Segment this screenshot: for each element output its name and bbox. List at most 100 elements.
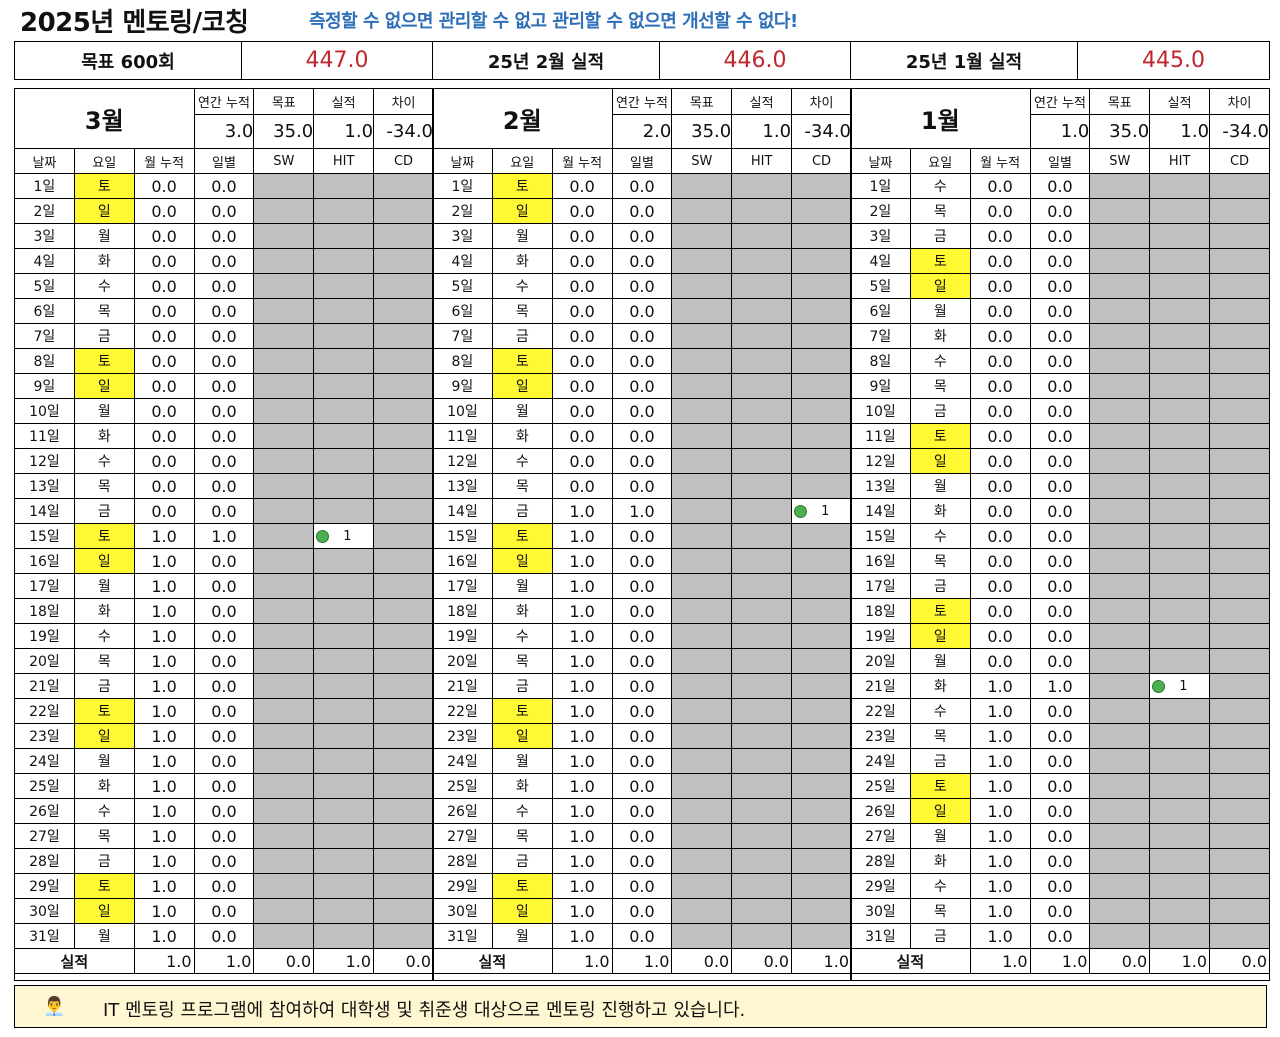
cd-cell[interactable] [791, 423, 852, 449]
daily-cell[interactable]: 0.0 [193, 498, 255, 524]
sw-cell[interactable] [1089, 423, 1151, 449]
sw-cell[interactable] [671, 698, 733, 724]
cd-cell[interactable] [373, 923, 434, 949]
cd-cell[interactable] [791, 273, 852, 299]
cd-cell[interactable] [791, 348, 852, 374]
month-cum-cell[interactable]: 1.0 [133, 523, 195, 549]
daily-cell[interactable]: 0.0 [1029, 173, 1091, 199]
daily-cell[interactable]: 0.0 [611, 873, 673, 899]
hit-cell[interactable] [1149, 298, 1211, 324]
month-cum-cell[interactable]: 1.0 [969, 723, 1031, 749]
sw-cell[interactable] [1089, 273, 1151, 299]
cd-cell[interactable] [373, 523, 434, 549]
cd-cell[interactable] [1209, 323, 1270, 349]
hit-cell[interactable] [1149, 423, 1211, 449]
month-cum-cell[interactable]: 0.0 [969, 598, 1031, 624]
daily-cell[interactable]: 0.0 [611, 848, 673, 874]
month-cum-cell[interactable]: 1.0 [133, 623, 195, 649]
month-cum-cell[interactable]: 0.0 [969, 448, 1031, 474]
month-cum-cell[interactable]: 0.0 [551, 398, 613, 424]
month-cum-cell[interactable]: 0.0 [969, 373, 1031, 399]
month-cum-cell[interactable]: 0.0 [133, 223, 195, 249]
hit-cell[interactable] [731, 823, 793, 849]
month-cum-cell[interactable]: 0.0 [969, 173, 1031, 199]
daily-cell[interactable]: 0.0 [1029, 373, 1091, 399]
sw-cell[interactable] [253, 373, 315, 399]
hit-cell[interactable] [313, 198, 375, 224]
sw-cell[interactable] [1089, 573, 1151, 599]
daily-cell[interactable]: 0.0 [611, 398, 673, 424]
month-cum-cell[interactable]: 1.0 [551, 573, 613, 599]
hit-cell[interactable] [1149, 898, 1211, 924]
hit-cell[interactable] [731, 523, 793, 549]
sw-cell[interactable] [671, 798, 733, 824]
month-cum-cell[interactable]: 0.0 [969, 273, 1031, 299]
hit-cell[interactable] [313, 923, 375, 949]
sw-cell[interactable] [1089, 498, 1151, 524]
cd-cell[interactable] [1209, 773, 1270, 799]
cd-cell[interactable] [373, 223, 434, 249]
month-cum-cell[interactable]: 0.0 [551, 423, 613, 449]
cd-cell[interactable] [373, 573, 434, 599]
daily-cell[interactable]: 1.0 [1029, 673, 1091, 699]
sw-cell[interactable] [253, 748, 315, 774]
cd-cell[interactable] [1209, 748, 1270, 774]
daily-cell[interactable]: 0.0 [193, 898, 255, 924]
daily-cell[interactable]: 0.0 [611, 623, 673, 649]
daily-cell[interactable]: 0.0 [193, 748, 255, 774]
month-cum-cell[interactable]: 0.0 [969, 248, 1031, 274]
cd-cell[interactable] [373, 723, 434, 749]
cd-cell[interactable] [791, 898, 852, 924]
daily-cell[interactable]: 0.0 [193, 648, 255, 674]
cd-cell[interactable] [1209, 273, 1270, 299]
month-cum-cell[interactable]: 1.0 [133, 723, 195, 749]
daily-cell[interactable]: 0.0 [1029, 498, 1091, 524]
daily-cell[interactable]: 0.0 [611, 273, 673, 299]
sw-cell[interactable] [253, 673, 315, 699]
cd-cell[interactable] [1209, 523, 1270, 549]
cd-cell[interactable] [1209, 498, 1270, 524]
cd-cell[interactable] [791, 648, 852, 674]
hit-cell[interactable] [313, 498, 375, 524]
cd-cell[interactable] [791, 523, 852, 549]
month-cum-cell[interactable]: 1.0 [969, 848, 1031, 874]
hit-cell[interactable] [731, 473, 793, 499]
sw-cell[interactable] [253, 573, 315, 599]
hit-cell[interactable]: 1 [1149, 673, 1211, 699]
sw-cell[interactable] [253, 273, 315, 299]
cd-cell[interactable] [373, 623, 434, 649]
daily-cell[interactable]: 0.0 [1029, 698, 1091, 724]
daily-cell[interactable]: 0.0 [1029, 773, 1091, 799]
month-cum-cell[interactable]: 0.0 [969, 348, 1031, 374]
sw-cell[interactable] [253, 898, 315, 924]
cd-cell[interactable] [1209, 548, 1270, 574]
month-cum-cell[interactable]: 1.0 [969, 823, 1031, 849]
cd-cell[interactable] [791, 798, 852, 824]
month-cum-cell[interactable]: 1.0 [551, 873, 613, 899]
sw-cell[interactable] [253, 473, 315, 499]
hit-cell[interactable] [313, 423, 375, 449]
hit-cell[interactable] [731, 573, 793, 599]
hit-cell[interactable] [313, 873, 375, 899]
sw-cell[interactable] [253, 623, 315, 649]
month-cum-cell[interactable]: 1.0 [551, 523, 613, 549]
cd-cell[interactable] [373, 198, 434, 224]
month-cum-cell[interactable]: 1.0 [133, 923, 195, 949]
daily-cell[interactable]: 0.0 [193, 798, 255, 824]
sw-cell[interactable] [253, 398, 315, 424]
cd-cell[interactable] [1209, 473, 1270, 499]
daily-cell[interactable]: 0.0 [193, 248, 255, 274]
month-cum-cell[interactable]: 1.0 [133, 573, 195, 599]
hit-cell[interactable] [731, 198, 793, 224]
hit-cell[interactable] [313, 573, 375, 599]
cd-cell[interactable] [1209, 648, 1270, 674]
sw-cell[interactable] [1089, 648, 1151, 674]
sw-cell[interactable] [1089, 698, 1151, 724]
hit-cell[interactable] [313, 298, 375, 324]
hit-cell[interactable] [1149, 573, 1211, 599]
sw-cell[interactable] [1089, 223, 1151, 249]
daily-cell[interactable]: 1.0 [193, 523, 255, 549]
month-cum-cell[interactable]: 1.0 [133, 673, 195, 699]
cd-cell[interactable] [373, 348, 434, 374]
daily-cell[interactable]: 0.0 [193, 923, 255, 949]
